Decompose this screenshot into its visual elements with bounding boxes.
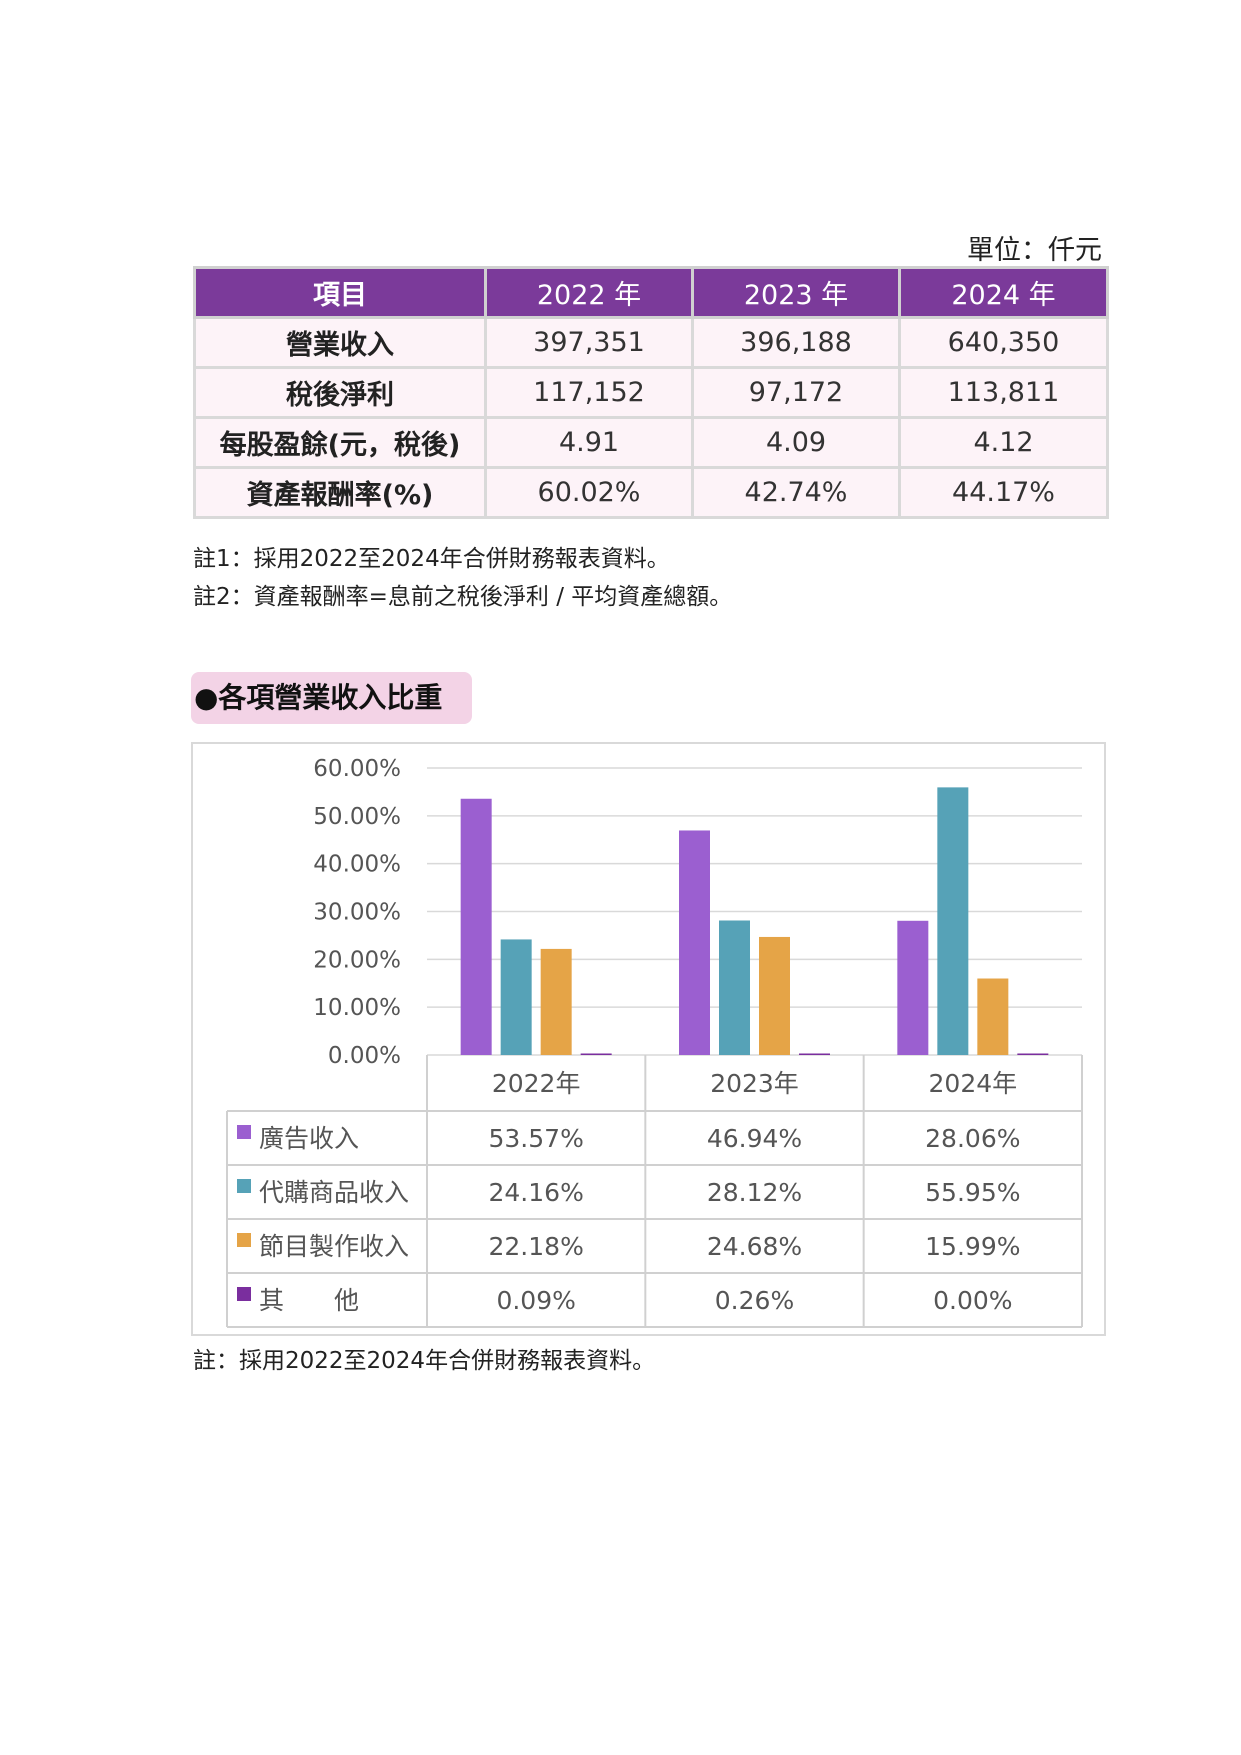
y-tick-label: 30.00% [313, 900, 401, 926]
table-cell: 42.74% [691, 466, 901, 519]
legend-swatch [237, 1125, 251, 1139]
section-title: ●各項營業收入比重 [191, 672, 472, 724]
y-tick-label: 20.00% [313, 947, 401, 973]
table-row: 每股盈餘(元，稅後) 4.91 4.09 4.12 [193, 416, 1109, 469]
header-2022: 2022 年 [484, 266, 694, 319]
header-item: 項目 [193, 266, 487, 319]
table-cell: 4.91 [484, 416, 694, 469]
chart-svg: 0.00% 10.00% 20.00% 30.00% 40.00% 50.00% 60.00… [226, 756, 1083, 1328]
header-2023: 2023 年 [691, 266, 901, 319]
data-label: 53.57% [489, 1124, 584, 1153]
chart-bar [540, 948, 572, 1055]
table-cell: 117,152 [484, 366, 694, 419]
row-label: 每股盈餘(元，稅後) [193, 416, 487, 469]
table-cell: 396,188 [691, 316, 901, 369]
y-tick-label: 0.00% [328, 1043, 401, 1069]
data-label: 24.68% [707, 1232, 802, 1261]
revenue-mix-chart: 0.00% 10.00% 20.00% 30.00% 40.00% 50.00% 60.00… [191, 742, 1106, 1336]
legend-label: 其 他 [259, 1286, 359, 1315]
chart-bar [897, 920, 929, 1055]
row-label: 資產報酬率(%) [193, 466, 487, 519]
chart-bar [1017, 1053, 1049, 1055]
chart-bar [679, 830, 710, 1055]
chart-bar [977, 978, 1009, 1055]
legend-swatch [237, 1233, 251, 1247]
data-label: 28.06% [925, 1124, 1020, 1153]
chart-bar [460, 798, 492, 1055]
data-label: 24.16% [489, 1178, 584, 1207]
data-label: 55.95% [925, 1178, 1020, 1207]
financial-table: 項目 2022 年 2023 年 2024 年 營業收入 397,351 396… [193, 266, 1109, 519]
y-tick-label: 50.00% [313, 804, 401, 830]
chart-bar [799, 1053, 830, 1055]
chart-bar [719, 920, 750, 1055]
chart-bar [759, 936, 790, 1055]
table-row: 資產報酬率(%) 60.02% 42.74% 44.17% [193, 466, 1109, 519]
data-label: 0.09% [496, 1286, 575, 1315]
table-cell: 60.02% [484, 466, 694, 519]
note-2: 註2：資產報酬率=息前之稅後淨利 / 平均資產總額。 [193, 584, 733, 610]
legend-label: 廣告收入 [259, 1124, 359, 1153]
table-cell: 4.09 [691, 416, 901, 469]
legend-swatch [237, 1179, 251, 1193]
data-label: 22.18% [489, 1232, 584, 1261]
table-cell: 397,351 [484, 316, 694, 369]
legend-label: 節目製作收入 [259, 1232, 409, 1261]
header-2024: 2024 年 [898, 266, 1109, 319]
table-cell: 44.17% [898, 466, 1109, 519]
legend-swatch [237, 1287, 251, 1301]
y-tick-label: 10.00% [313, 995, 401, 1021]
table-cell: 97,172 [691, 366, 901, 419]
table-row: 營業收入 397,351 396,188 640,350 [193, 316, 1109, 369]
note-1: 註1：採用2022至2024年合併財務報表資料。 [193, 546, 670, 572]
chart-bar [937, 787, 969, 1055]
table-cell: 113,811 [898, 366, 1109, 419]
row-label: 營業收入 [193, 316, 487, 369]
data-label: 46.94% [707, 1124, 802, 1153]
legend-label: 代購商品收入 [259, 1178, 409, 1207]
category-label: 2022年 [492, 1069, 581, 1098]
row-label: 稅後淨利 [193, 366, 487, 419]
data-label: 0.00% [933, 1286, 1012, 1315]
data-label: 0.26% [715, 1286, 794, 1315]
data-label: 28.12% [707, 1178, 802, 1207]
chart-bar [580, 1053, 612, 1055]
y-tick-label: 60.00% [313, 756, 401, 782]
y-tick-label: 40.00% [313, 852, 401, 878]
chart-bar [500, 939, 532, 1055]
category-label: 2023年 [710, 1069, 799, 1098]
unit-label: 單位：仟元 [967, 235, 1102, 266]
category-label: 2024年 [929, 1069, 1018, 1098]
chart-note: 註：採用2022至2024年合併財務報表資料。 [193, 1348, 656, 1374]
table-row: 稅後淨利 117,152 97,172 113,811 [193, 366, 1109, 419]
data-label: 15.99% [925, 1232, 1020, 1261]
table-header-row: 項目 2022 年 2023 年 2024 年 [193, 266, 1109, 319]
table-cell: 4.12 [898, 416, 1109, 469]
table-cell: 640,350 [898, 316, 1109, 369]
